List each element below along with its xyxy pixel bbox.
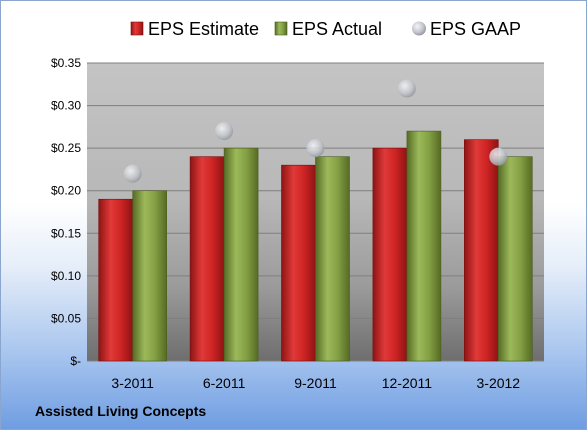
y-tick-label: $- <box>70 354 81 368</box>
company-name: Assisted Living Concepts <box>35 403 207 419</box>
marker-eps-gaap <box>489 147 508 166</box>
y-axis: $- $0.05 $0.10 $0.15 $0.20 $0.25 $0.30 $0.35 <box>51 56 81 368</box>
bar-eps-actual <box>497 156 533 362</box>
x-tick-label: 3-2011 <box>111 375 154 391</box>
y-tick-label: $0.05 <box>51 311 81 325</box>
x-tick-label: 12-2011 <box>382 375 433 391</box>
legend-swatch-eps-estimate <box>130 21 144 36</box>
bar-eps-actual <box>315 156 350 362</box>
bar-eps-estimate <box>281 164 316 362</box>
y-tick-label: $0.15 <box>51 226 81 240</box>
marker-eps-gaap <box>306 139 325 158</box>
legend-label-eps-actual: EPS Actual <box>292 19 382 39</box>
y-tick-label: $0.10 <box>51 269 81 283</box>
marker-eps-gaap <box>397 79 416 98</box>
y-tick-label: $0.35 <box>51 56 81 70</box>
legend: EPS Estimate EPS Actual EPS GAAP <box>130 19 521 39</box>
legend-swatch-eps-actual <box>274 21 288 36</box>
legend-label-eps-estimate: EPS Estimate <box>148 19 259 39</box>
y-tick-label: $0.30 <box>51 99 81 113</box>
x-tick-label: 6-2011 <box>203 375 246 391</box>
bar-eps-actual <box>406 130 442 362</box>
legend-swatch-eps-gaap <box>412 21 426 36</box>
x-tick-label: 9-2011 <box>294 375 337 391</box>
bar-eps-actual <box>132 190 167 362</box>
bar-eps-estimate <box>189 156 225 362</box>
x-axis: 3-2011 6-2011 9-2011 12-2011 3-2012 <box>111 375 520 391</box>
marker-eps-gaap <box>215 122 234 141</box>
legend-label-eps-gaap: EPS GAAP <box>430 19 521 39</box>
marker-eps-gaap <box>123 164 142 183</box>
bar-eps-estimate <box>98 198 133 362</box>
bar-eps-estimate <box>463 139 499 362</box>
bar-eps-actual <box>223 147 259 362</box>
bar-eps-estimate <box>372 147 408 362</box>
y-tick-label: $0.25 <box>51 141 81 155</box>
y-tick-label: $0.20 <box>51 184 81 198</box>
gaap-markers <box>123 79 508 183</box>
bars <box>98 130 533 362</box>
x-tick-label: 3-2012 <box>477 375 521 391</box>
